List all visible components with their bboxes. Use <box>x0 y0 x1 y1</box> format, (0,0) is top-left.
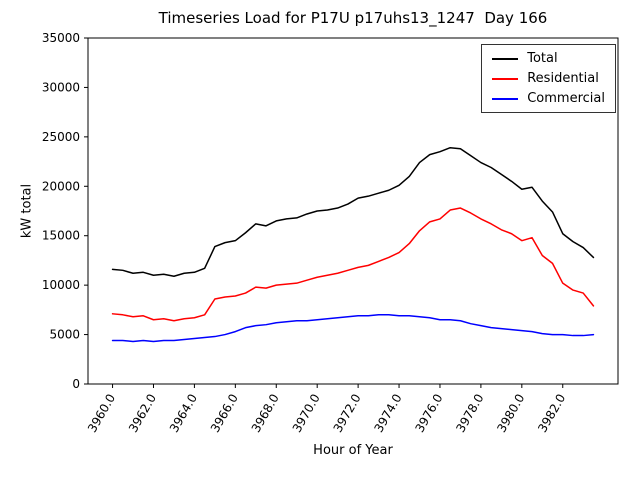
x-tick-label: 3980.0 <box>494 392 527 435</box>
x-tick-label: 3976.0 <box>412 392 445 435</box>
legend-line-swatch-total <box>492 57 519 60</box>
x-tick-label: 3966.0 <box>208 392 241 435</box>
x-axis-label: Hour of Year <box>313 443 393 458</box>
x-tick-label: 3970.0 <box>290 392 323 435</box>
y-axis-label: kW total <box>19 183 35 239</box>
x-tick-label: 3982.0 <box>535 392 568 435</box>
x-tick-label: 3962.0 <box>126 392 159 435</box>
legend-line-swatch-residential <box>492 77 519 80</box>
y-tick-label: 25000 <box>42 130 80 144</box>
x-tick-label: 3968.0 <box>249 392 282 435</box>
legend-label-total: Total <box>527 51 558 66</box>
x-tick-label: 3964.0 <box>167 392 200 435</box>
series-line-total <box>111 146 595 277</box>
legend-label-commercial: Commercial <box>527 91 605 106</box>
y-tick-label: 20000 <box>42 179 80 193</box>
legend-item-commercial: Commercial <box>492 92 605 105</box>
legend-line-swatch-commercial <box>492 97 519 100</box>
y-tick-label: 10000 <box>42 278 80 292</box>
series-line-commercial <box>111 314 595 343</box>
x-tick-label: 3960.0 <box>85 392 118 435</box>
series-line-residential <box>111 207 595 322</box>
legend-item-total: Total <box>492 52 605 65</box>
legend-label-residential: Residential <box>527 71 599 86</box>
y-tick-label: 5000 <box>49 328 80 342</box>
y-tick-label: 0 <box>72 377 80 391</box>
legend-item-residential: Residential <box>492 72 605 85</box>
y-tick-label: 30000 <box>42 80 80 94</box>
x-tick-label: 3978.0 <box>453 392 486 435</box>
y-tick-label: 35000 <box>42 31 80 45</box>
x-tick-label: 3974.0 <box>372 392 405 435</box>
y-tick-label: 15000 <box>42 229 80 243</box>
x-tick-label: 3972.0 <box>331 392 364 435</box>
chart-title: Timeseries Load for P17U p17uhs13_1247 D… <box>158 9 548 27</box>
legend: Total Residential Commercial <box>481 44 616 113</box>
